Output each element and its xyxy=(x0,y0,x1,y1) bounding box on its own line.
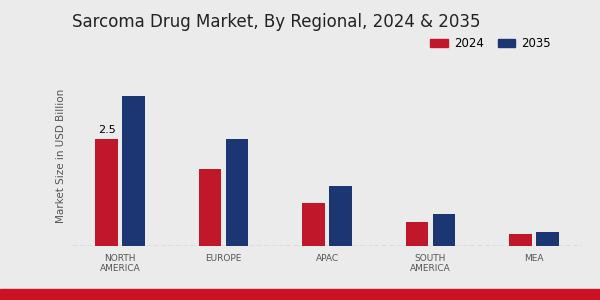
Bar xyxy=(302,203,325,246)
Bar xyxy=(226,139,248,246)
Bar xyxy=(406,222,428,246)
Legend: 2024, 2035: 2024, 2035 xyxy=(425,32,556,55)
Bar xyxy=(122,96,145,246)
Bar xyxy=(199,169,221,246)
Bar xyxy=(433,214,455,246)
Text: 2.5: 2.5 xyxy=(98,125,115,135)
Bar xyxy=(509,234,532,246)
Text: Sarcoma Drug Market, By Regional, 2024 & 2035: Sarcoma Drug Market, By Regional, 2024 &… xyxy=(72,13,481,31)
Bar xyxy=(95,139,118,246)
Bar xyxy=(329,186,352,246)
Bar xyxy=(536,232,559,246)
Y-axis label: Market Size in USD Billion: Market Size in USD Billion xyxy=(56,89,67,223)
